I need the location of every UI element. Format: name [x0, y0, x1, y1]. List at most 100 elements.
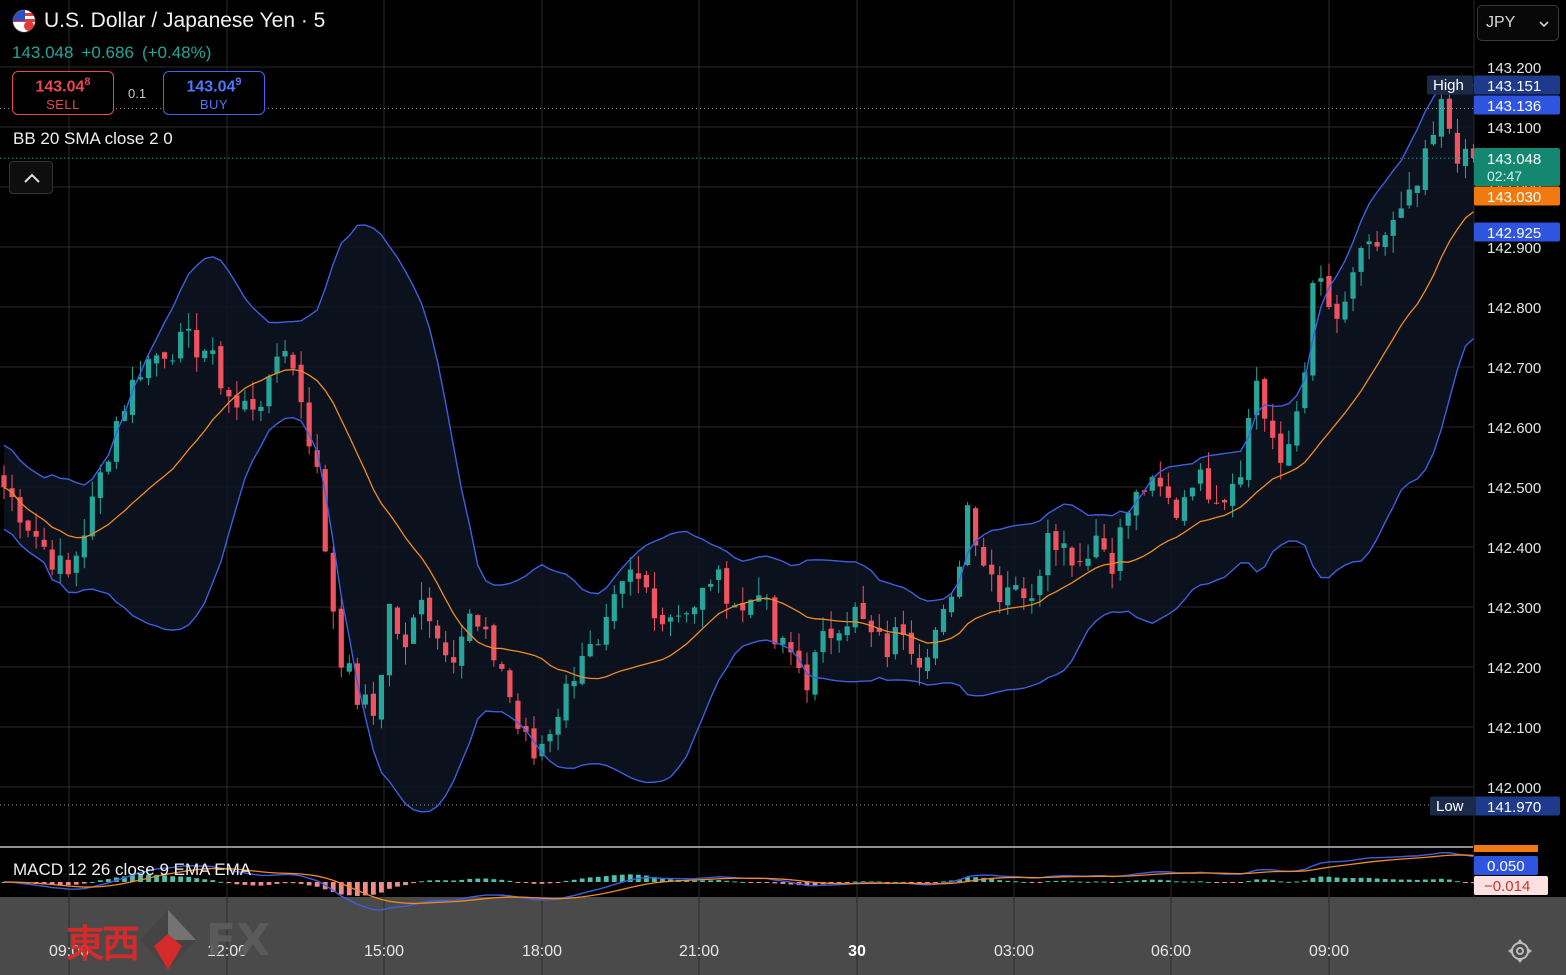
candle-body	[1366, 241, 1372, 245]
macd-histogram-bar	[692, 880, 697, 882]
candle	[418, 582, 425, 630]
price-tick-label: 143.100	[1487, 120, 1541, 137]
spread-value: 0.1	[128, 86, 147, 101]
macd-histogram-bar	[65, 882, 71, 886]
candle-body	[1238, 477, 1244, 485]
buy-button[interactable]: 143.049 BUY	[163, 71, 265, 115]
candle	[828, 611, 834, 655]
candle	[1125, 510, 1131, 539]
collapse-indicators-button[interactable]	[9, 161, 53, 194]
candle-body	[1246, 417, 1252, 480]
candle	[1246, 408, 1252, 488]
candle-body	[860, 602, 866, 620]
candle	[1213, 485, 1220, 505]
settings-gear-icon[interactable]	[1507, 938, 1533, 964]
candle	[507, 668, 513, 704]
currency-select[interactable]: JPY	[1477, 5, 1559, 41]
candle-body	[981, 546, 987, 566]
buy-price: 143.04	[186, 78, 236, 96]
candle-body	[1101, 538, 1107, 550]
macd-histogram-bar	[507, 880, 513, 882]
macd-histogram-bar	[884, 882, 890, 883]
macd-histogram-bar	[941, 881, 946, 883]
candle	[178, 322, 184, 363]
candle	[467, 609, 473, 644]
macd-histogram-bar	[97, 880, 103, 882]
candle	[1238, 460, 1244, 488]
candle	[242, 390, 248, 412]
macd-histogram-bar	[1133, 880, 1139, 882]
candle	[748, 599, 754, 619]
high-label-tag-bg	[1427, 75, 1473, 95]
candle	[258, 400, 264, 422]
macd-indicator-label[interactable]: MACD 12 26 close 9 EMA EMA	[13, 860, 252, 879]
candle	[555, 708, 561, 751]
macd-histogram-bar	[1318, 876, 1324, 882]
candle	[298, 351, 304, 419]
candle	[338, 597, 344, 678]
bollinger-indicator-label[interactable]: BB 20 SMA close 2 0	[13, 129, 173, 148]
candle-body	[1053, 531, 1059, 550]
candle	[483, 617, 489, 639]
macd-histogram-bar	[290, 882, 296, 884]
candle-body	[595, 644, 601, 646]
bb-lower-tag-text: 142.925	[1487, 225, 1541, 242]
macd-histogram-bar	[587, 877, 593, 882]
candle-body	[426, 597, 433, 622]
candle	[306, 386, 312, 455]
low-price-tag-bg	[1474, 796, 1560, 816]
macd-histogram-bar	[756, 882, 762, 883]
high-price-tag: 143.151	[1474, 75, 1560, 95]
candle-body	[443, 642, 449, 656]
macd-histogram-bar	[1053, 880, 1059, 882]
macd-histogram-bar	[1206, 881, 1211, 883]
macd-histogram-bar	[531, 882, 537, 884]
last-price-tag-text: 143.048	[1487, 151, 1541, 168]
chevron-down-icon	[1539, 21, 1549, 28]
candle-body	[1173, 499, 1179, 518]
candle-body	[924, 657, 931, 672]
candle	[924, 648, 931, 679]
high-label-tag-text: High	[1433, 77, 1464, 94]
macd-histogram-bar	[338, 882, 344, 895]
macd-histogram-bar	[395, 882, 400, 887]
candle-body	[973, 508, 979, 546]
candle-body	[1406, 189, 1412, 206]
macd-histogram-bar	[499, 879, 505, 882]
candle-body	[916, 657, 923, 668]
macd-histogram-bar	[73, 882, 79, 885]
macd-histogram-bar	[547, 882, 553, 884]
last-price-tag-bg	[1474, 148, 1560, 186]
macd-histogram-bar	[387, 882, 392, 889]
candle	[900, 610, 906, 650]
candle	[515, 693, 521, 735]
macd-histogram-bar	[1374, 878, 1380, 882]
macd-histogram-bar	[1117, 881, 1123, 883]
macd-histogram-bar	[933, 882, 938, 883]
price-tick-label: 142.000	[1487, 780, 1541, 797]
candle-body	[1374, 242, 1380, 247]
candle	[1350, 266, 1356, 312]
macd-histogram-bar	[973, 877, 979, 882]
candle	[619, 580, 625, 608]
time-tick-label: 30	[848, 943, 866, 960]
sell-button[interactable]: 143.048 SELL	[12, 71, 114, 115]
watermark-kanji: 東西	[66, 921, 140, 966]
price-tick-label: 142.100	[1487, 720, 1541, 737]
macd-histogram-bar	[1455, 881, 1460, 883]
candle	[402, 622, 409, 665]
bollinger-band-lines	[3, 83, 1474, 813]
candle-body	[892, 627, 898, 655]
candle	[435, 620, 441, 650]
candle	[274, 343, 280, 383]
candle-body	[997, 575, 1003, 603]
candle	[1, 465, 7, 500]
symbol-title[interactable]: U.S. Dollar / Japanese Yen · 5	[44, 9, 326, 32]
candle-body	[659, 614, 666, 625]
buy-price-pip: 9	[235, 76, 242, 88]
macd-value-text: 0.050	[1487, 858, 1525, 875]
candle-body	[1197, 469, 1204, 484]
macd-histogram-bar	[595, 876, 601, 882]
candle-body	[683, 613, 690, 615]
